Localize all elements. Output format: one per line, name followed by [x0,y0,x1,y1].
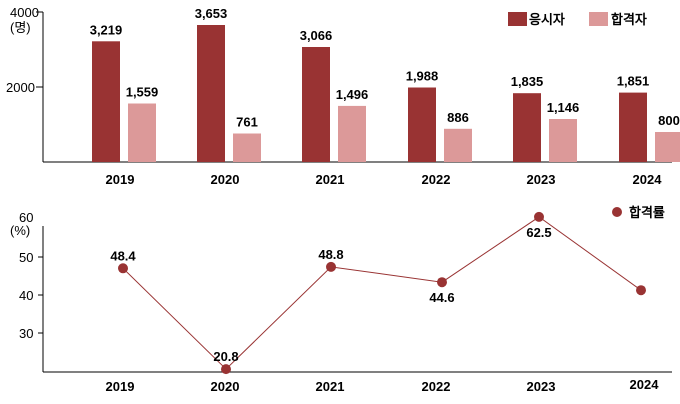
bar-value-labels: 3,219 3,653 3,066 1,988 1,835 1,851 1,559 761 1,… [90,6,680,130]
bar-applicants-2022 [408,87,436,162]
bar-x-label-2022: 2022 [422,172,451,187]
bar-passers-2019 [128,103,156,162]
pass-rate-point-2021 [326,261,336,272]
legend-swatch-passers [589,12,608,26]
line-y-tick-40: 40 [19,288,33,303]
line-x-tick-labels: 2019 2020 2021 2022 2023 2024 [106,377,660,394]
pass-rate-point-2019 [118,263,128,274]
value-label-applicants-2022: 1,988 [406,69,439,84]
value-label-applicants-2024: 1,851 [617,74,650,89]
bar-x-tick-labels: 2019 2020 2021 2022 2023 2024 [106,172,663,187]
pass-rate-point-2022 [437,277,447,288]
value-label-passers-2020: 761 [236,115,258,130]
pass-rate-point-2020 [221,364,231,375]
pass-rate-point-2024 [636,285,646,296]
pass-rate-value-labels: 48.4 20.8 48.8 44.6 62.5 [110,225,551,364]
pass-rate-point-2023 [534,211,544,222]
pass-rate-label-2022: 44.6 [429,290,454,305]
pass-rate-label-2021: 48.8 [318,247,343,262]
bar-y-tick-4000: 4000 [10,5,39,20]
value-label-applicants-2020: 3,653 [195,6,228,21]
line-x-label-2021: 2021 [316,379,345,394]
bar-applicants-2024 [619,92,647,162]
bar-passers-2024 [655,132,680,162]
bar-y-tick-2000: 2000 [6,80,35,95]
bar-x-label-2023: 2023 [527,172,556,187]
line-x-label-2019: 2019 [106,379,135,394]
line-x-label-2023: 2023 [527,379,556,394]
bar-passers-2021 [338,105,366,162]
bar-x-label-2020: 2020 [211,172,240,187]
bar-applicants-2019 [92,41,120,162]
line-x-label-2024: 2024 [630,377,660,392]
pass-rate-line [122,216,642,370]
pass-rate-label-2020: 20.8 [213,349,238,364]
value-label-passers-2021: 1,496 [336,87,369,102]
legend-label-passers: 합격자 [611,12,647,27]
line-y-unit: (%) [10,223,30,238]
bar-x-label-2019: 2019 [106,172,135,187]
bar-applicants-2023 [513,93,541,162]
value-label-passers-2024: 800 [658,113,680,128]
bar-passers-2020 [233,133,261,162]
pass-rate-label-2023: 62.5 [526,225,551,240]
line-x-label-2020: 2020 [211,379,240,394]
legend-swatch-applicants [508,12,527,26]
bar-passers-2022 [444,128,472,162]
value-label-passers-2023: 1,146 [547,100,580,115]
bar-passers-2023 [549,119,577,162]
pass-rate-label-2019: 48.4 [110,248,136,263]
line-x-label-2022: 2022 [422,379,451,394]
pass-rate-points [118,211,646,375]
bar-x-label-2024: 2024 [633,172,663,187]
line-y-tick-30: 30 [19,326,33,341]
line-chart: 60 (%) 50 40 30 48.4 20.8 48.8 44.6 62.5 201… [10,205,672,394]
line-y-tick-50: 50 [19,250,33,265]
line-y-tick-60: 60 [19,210,33,225]
bar-legend: 응시자 합격자 [508,12,647,27]
bar-applicants-2021 [302,47,330,162]
legend-label-pass-rate: 합격률 [629,205,665,220]
value-label-passers-2019: 1,559 [126,85,159,100]
value-label-applicants-2021: 3,066 [300,28,333,43]
bar-y-unit: (명) [10,20,31,35]
value-label-passers-2022: 886 [447,110,469,125]
bar-applicants-2020 [197,25,225,162]
value-label-applicants-2019: 3,219 [90,22,123,37]
legend-label-applicants: 응시자 [529,12,565,27]
bar-x-label-2021: 2021 [316,172,345,187]
legend-marker-pass-rate [612,207,622,217]
line-legend: 합격률 [612,205,665,220]
value-label-applicants-2023: 1,835 [511,74,544,89]
bar-marks [92,25,680,162]
